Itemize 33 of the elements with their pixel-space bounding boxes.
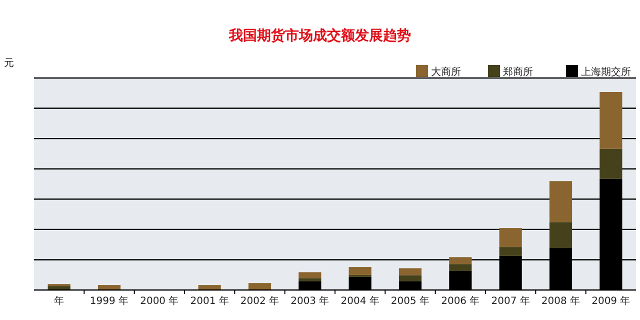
legend-label: 郑商所 — [503, 66, 533, 78]
bar — [198, 285, 221, 290]
bar — [449, 257, 472, 264]
x-tick-label: 2002 年 — [240, 295, 280, 307]
x-tick-label: 2006 年 — [441, 295, 480, 307]
bar — [600, 148, 622, 179]
x-tick-label: 2000 年 — [140, 295, 179, 307]
bar — [449, 264, 472, 271]
bar — [298, 278, 322, 282]
bar — [499, 228, 522, 248]
x-tick-label: 2003 年 — [290, 295, 330, 307]
bar — [298, 272, 322, 278]
bar — [549, 222, 572, 248]
legend-label: 上海期交所 — [581, 66, 631, 78]
bar — [549, 181, 572, 222]
bar — [348, 267, 372, 275]
legend-label: 大商所 — [431, 66, 461, 78]
bar — [248, 283, 272, 290]
chart-title: 我国期货市场成交额发展趋势 — [228, 27, 411, 44]
x-tick-label: 2007 年 — [491, 295, 530, 307]
x-tick-label: 1999 年 — [90, 295, 129, 307]
x-tick-label: 年 — [54, 295, 64, 307]
bar — [600, 92, 622, 149]
x-tick-label: 2004 年 — [340, 295, 380, 307]
y-axis-title: 元 — [4, 58, 14, 69]
x-tick-label: 2005 年 — [390, 295, 430, 307]
bar — [98, 285, 121, 290]
x-tick-label: 2008 年 — [541, 295, 580, 307]
bar — [398, 275, 422, 282]
bar — [398, 268, 422, 276]
x-tick-label: 2009 年 — [592, 295, 630, 307]
bar — [499, 247, 522, 256]
x-tick-label: 2001 年 — [190, 295, 229, 307]
